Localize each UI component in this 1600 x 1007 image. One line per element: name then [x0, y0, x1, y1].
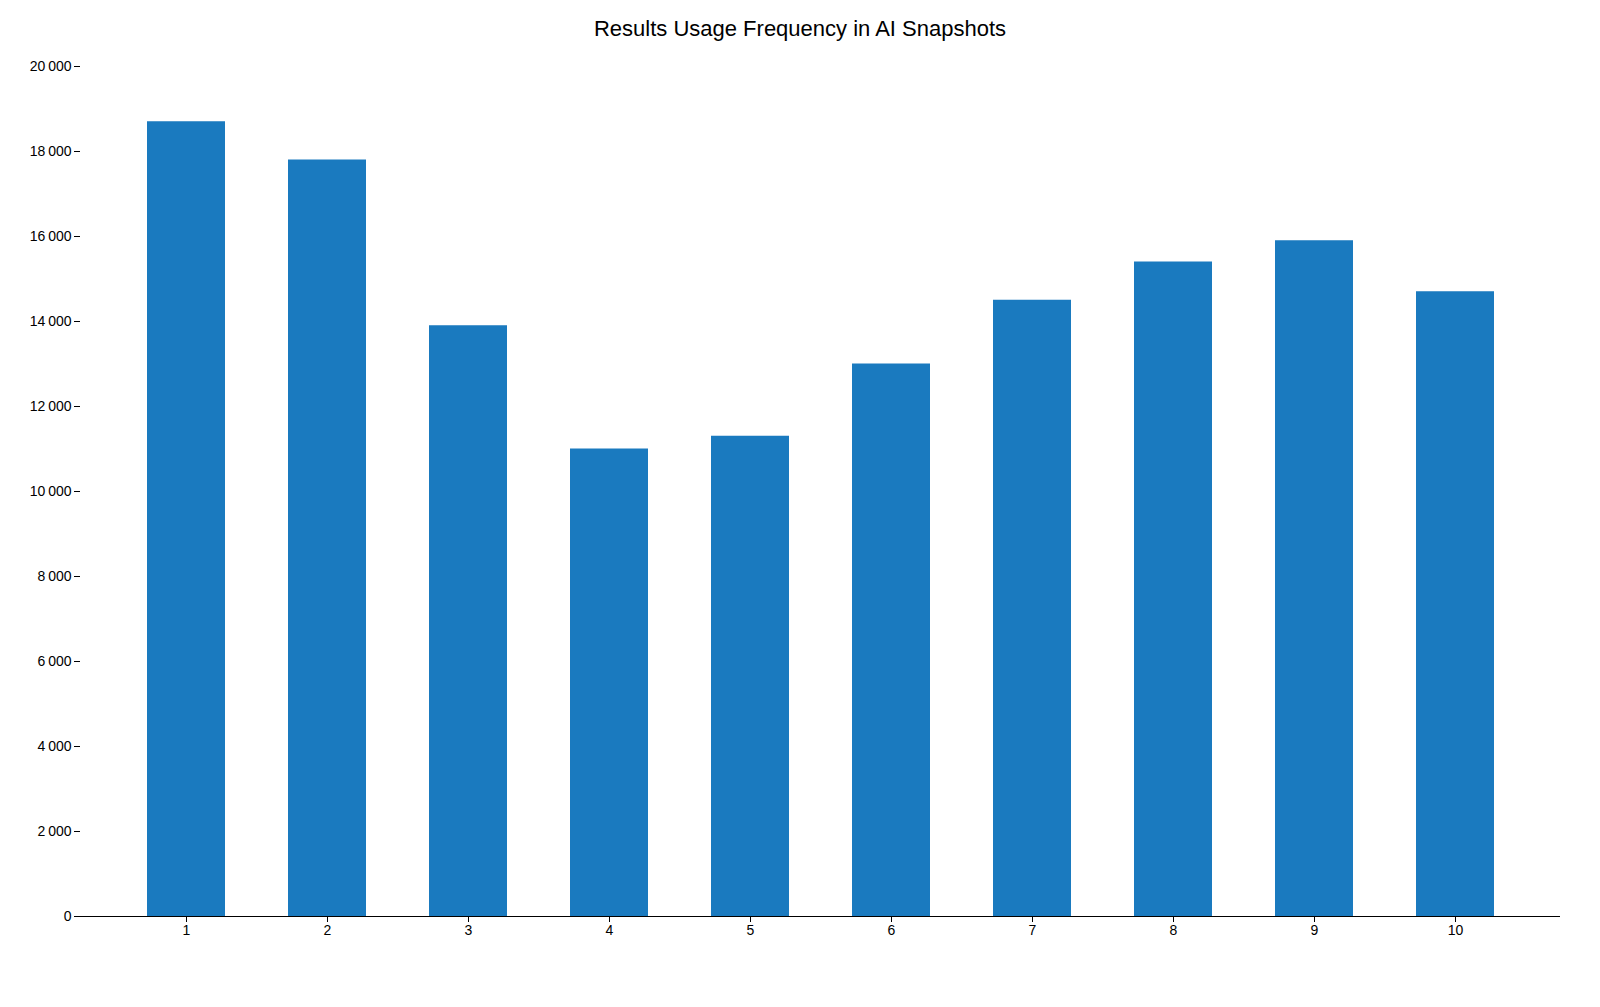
svg-text:0: 0: [64, 908, 72, 924]
svg-text:10: 10: [1448, 922, 1464, 938]
svg-text:4 000: 4 000: [38, 738, 72, 754]
svg-text:2: 2: [324, 922, 332, 938]
svg-text:10 000: 10 000: [30, 483, 72, 499]
svg-text:5: 5: [747, 922, 755, 938]
svg-text:1: 1: [183, 922, 191, 938]
svg-text:6: 6: [888, 922, 896, 938]
svg-text:7: 7: [1029, 922, 1037, 938]
svg-text:8 000: 8 000: [38, 568, 72, 584]
svg-text:9: 9: [1311, 922, 1319, 938]
svg-text:16 000: 16 000: [30, 228, 72, 244]
svg-text:2 000: 2 000: [38, 823, 72, 839]
svg-text:8: 8: [1170, 922, 1178, 938]
svg-text:12 000: 12 000: [30, 398, 72, 414]
svg-text:6 000: 6 000: [38, 653, 72, 669]
html-text:Results Usage Frequency in AI: Results Usage Frequency in AI Snapshots: [593, 16, 1007, 41]
svg-text:3: 3: [465, 922, 473, 938]
svg-text:18 000: 18 000: [30, 143, 72, 159]
svg-text:20 000: 20 000: [30, 58, 72, 74]
svg-text:4: 4: [606, 922, 614, 938]
svg-text:14 000: 14 000: [30, 313, 72, 329]
